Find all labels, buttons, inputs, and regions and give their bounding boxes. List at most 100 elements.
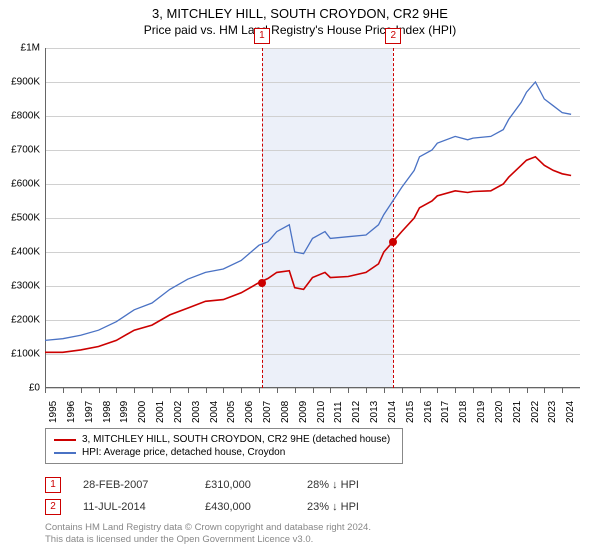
x-tick: [134, 388, 135, 393]
y-tick-label: £0: [29, 383, 40, 394]
x-tick-label: 2017: [440, 401, 451, 423]
title-area: 3, MITCHLEY HILL, SOUTH CROYDON, CR2 9HE…: [0, 0, 600, 37]
x-tick: [527, 388, 528, 393]
y-tick-label: £700K: [11, 145, 40, 156]
x-tick: [313, 388, 314, 393]
sale-row: 1 28-FEB-2007 £310,000 28% ↓ HPI: [45, 474, 387, 496]
chart-container: 3, MITCHLEY HILL, SOUTH CROYDON, CR2 9HE…: [0, 0, 600, 560]
x-tick: [366, 388, 367, 393]
x-tick: [45, 388, 46, 393]
x-tick-label: 2021: [512, 401, 523, 423]
x-tick-label: 2006: [244, 401, 255, 423]
series-svg: [45, 48, 580, 388]
legend-label-property: 3, MITCHLEY HILL, SOUTH CROYDON, CR2 9HE…: [82, 434, 390, 445]
sale-date: 28-FEB-2007: [83, 479, 183, 491]
footer-line1: Contains HM Land Registry data © Crown c…: [45, 522, 371, 534]
x-tick-label: 2009: [298, 401, 309, 423]
x-tick: [206, 388, 207, 393]
x-tick-label: 1997: [84, 401, 95, 423]
x-tick: [437, 388, 438, 393]
x-tick-label: 2012: [351, 401, 362, 423]
sale-price: £310,000: [205, 479, 285, 491]
chart-plot-area: £0£100K£200K£300K£400K£500K£600K£700K£80…: [45, 48, 580, 388]
x-tick-label: 2000: [137, 401, 148, 423]
vline-marker: 2: [385, 28, 401, 44]
x-tick-label: 1996: [66, 401, 77, 423]
x-tick-label: 2003: [191, 401, 202, 423]
x-tick: [455, 388, 456, 393]
y-tick-label: £200K: [11, 315, 40, 326]
x-tick: [99, 388, 100, 393]
x-tick: [544, 388, 545, 393]
sale-date: 11-JUL-2014: [83, 501, 183, 513]
y-tick-label: £900K: [11, 77, 40, 88]
sale-diff: 28% ↓ HPI: [307, 479, 387, 491]
x-tick: [491, 388, 492, 393]
x-tick-label: 2015: [405, 401, 416, 423]
sale-diff: 23% ↓ HPI: [307, 501, 387, 513]
x-tick-label: 2022: [530, 401, 541, 423]
y-tick-label: £100K: [11, 349, 40, 360]
x-tick-label: 2020: [494, 401, 505, 423]
x-tick-label: 2010: [316, 401, 327, 423]
x-tick-label: 2023: [547, 401, 558, 423]
legend-item-hpi: HPI: Average price, detached house, Croy…: [54, 446, 394, 459]
x-tick-label: 2016: [423, 401, 434, 423]
x-tick: [402, 388, 403, 393]
x-tick: [330, 388, 331, 393]
x-tick: [241, 388, 242, 393]
x-tick: [152, 388, 153, 393]
chart-title-address: 3, MITCHLEY HILL, SOUTH CROYDON, CR2 9HE: [0, 6, 600, 21]
x-tick: [420, 388, 421, 393]
x-tick: [277, 388, 278, 393]
sale-price: £430,000: [205, 501, 285, 513]
sales-table: 1 28-FEB-2007 £310,000 28% ↓ HPI 2 11-JU…: [45, 474, 387, 518]
series-property: [45, 157, 571, 352]
x-tick-label: 2011: [333, 401, 344, 423]
x-tick: [223, 388, 224, 393]
x-tick-label: 2005: [226, 401, 237, 423]
x-tick: [473, 388, 474, 393]
y-tick-label: £500K: [11, 213, 40, 224]
y-tick-label: £600K: [11, 179, 40, 190]
x-tick-label: 2004: [209, 401, 220, 423]
footer-line2: This data is licensed under the Open Gov…: [45, 534, 371, 546]
x-tick-label: 1999: [119, 401, 130, 423]
footer-attribution: Contains HM Land Registry data © Crown c…: [45, 522, 371, 547]
legend-item-property: 3, MITCHLEY HILL, SOUTH CROYDON, CR2 9HE…: [54, 433, 394, 446]
x-tick-label: 1995: [48, 401, 59, 423]
legend-box: 3, MITCHLEY HILL, SOUTH CROYDON, CR2 9HE…: [45, 428, 403, 464]
x-tick-label: 2008: [280, 401, 291, 423]
x-tick: [81, 388, 82, 393]
chart-subtitle: Price paid vs. HM Land Registry's House …: [0, 23, 600, 37]
x-tick-label: 2002: [173, 401, 184, 423]
x-tick-label: 2007: [262, 401, 273, 423]
x-tick: [348, 388, 349, 393]
x-tick: [384, 388, 385, 393]
vline-marker: 1: [254, 28, 270, 44]
x-tick-label: 2018: [458, 401, 469, 423]
y-tick-label: £400K: [11, 247, 40, 258]
sale-dot: [389, 238, 397, 246]
y-tick-label: £1M: [21, 43, 40, 54]
x-tick-label: 2024: [565, 401, 576, 423]
sale-row: 2 11-JUL-2014 £430,000 23% ↓ HPI: [45, 496, 387, 518]
x-tick: [509, 388, 510, 393]
series-hpi: [45, 82, 571, 340]
legend-swatch-hpi: [54, 452, 76, 454]
legend-label-hpi: HPI: Average price, detached house, Croy…: [82, 447, 285, 458]
x-tick: [562, 388, 563, 393]
x-tick: [259, 388, 260, 393]
sale-marker-2: 2: [45, 499, 61, 515]
x-tick: [188, 388, 189, 393]
x-tick-label: 1998: [102, 401, 113, 423]
y-tick-label: £300K: [11, 281, 40, 292]
legend-swatch-property: [54, 439, 76, 441]
x-tick-label: 2001: [155, 401, 166, 423]
x-tick: [295, 388, 296, 393]
x-tick: [116, 388, 117, 393]
y-tick-label: £800K: [11, 111, 40, 122]
sale-dot: [258, 279, 266, 287]
x-tick-label: 2019: [476, 401, 487, 423]
x-tick-label: 2014: [387, 401, 398, 423]
